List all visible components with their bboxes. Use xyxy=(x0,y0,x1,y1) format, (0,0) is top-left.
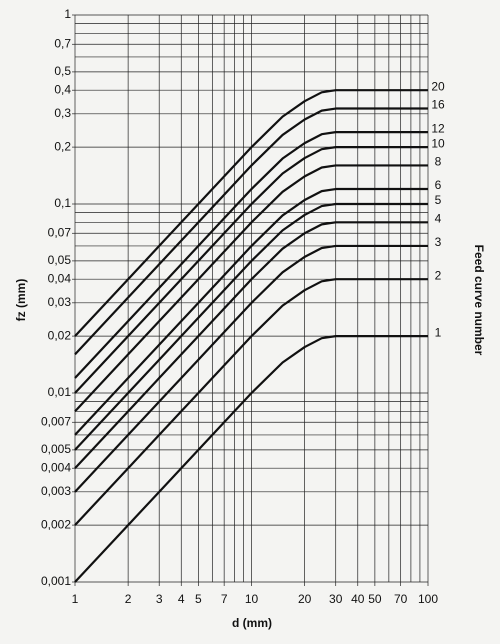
x-tick-label: 3 xyxy=(156,592,163,606)
x-tick-label: 100 xyxy=(418,592,438,606)
curve xyxy=(74,335,428,583)
y-tick-label: 0,007 xyxy=(41,414,71,428)
x-tick-label: 70 xyxy=(394,592,408,606)
curve xyxy=(74,146,428,394)
curve xyxy=(74,278,428,526)
curve-label: 16 xyxy=(431,98,445,112)
curve-label: 6 xyxy=(435,178,442,192)
y-tick-label: 0,01 xyxy=(48,385,72,399)
curve-label: 2 xyxy=(435,268,442,282)
x-tick-label: 30 xyxy=(329,592,343,606)
curve xyxy=(74,107,428,356)
x-axis-label: d (mm) xyxy=(232,616,272,630)
y-tick-label: 0,4 xyxy=(54,82,71,96)
y-tick-label: 0,7 xyxy=(54,36,71,50)
x-tick-label: 40 xyxy=(351,592,365,606)
curve xyxy=(74,164,428,413)
y-tick-label: 0,05 xyxy=(48,253,72,267)
curve-label: 12 xyxy=(431,121,445,135)
curve-label: 1 xyxy=(435,325,442,339)
y-tick-label: 0,004 xyxy=(41,460,71,474)
y-tick-label: 0,02 xyxy=(48,328,72,342)
y-tick-label: 0,2 xyxy=(54,139,71,153)
curve xyxy=(74,187,428,436)
x-tick-label: 7 xyxy=(221,592,228,606)
y-tick-label: 1 xyxy=(64,7,71,21)
right-axis-label: Feed curve number xyxy=(472,245,486,356)
y-tick-label: 0,03 xyxy=(48,295,72,309)
y-tick-label: 0,07 xyxy=(48,225,72,239)
y-tick-label: 0,005 xyxy=(41,442,71,456)
curve xyxy=(74,131,428,379)
x-tick-label: 1 xyxy=(72,592,79,606)
y-tick-label: 0,04 xyxy=(48,271,72,285)
curve-label: 5 xyxy=(435,193,442,207)
curve xyxy=(74,202,428,451)
curve-label: 3 xyxy=(435,235,442,249)
y-tick-label: 0,003 xyxy=(41,484,71,498)
y-tick-label: 0,3 xyxy=(54,106,71,120)
curve-label: 20 xyxy=(431,79,445,93)
curve-label: 4 xyxy=(435,211,442,225)
x-tick-label: 5 xyxy=(195,592,202,606)
curve xyxy=(74,89,428,337)
curve xyxy=(74,244,428,493)
y-axis-label: fz (mm) xyxy=(14,279,28,322)
y-tick-label: 0,1 xyxy=(54,196,71,210)
y-tick-label: 0,002 xyxy=(41,517,71,531)
x-tick-label: 10 xyxy=(245,592,259,606)
x-tick-label: 2 xyxy=(125,592,132,606)
x-tick-label: 50 xyxy=(368,592,382,606)
x-tick-label: 4 xyxy=(178,592,185,606)
curve xyxy=(74,221,428,469)
x-tick-label: 20 xyxy=(298,592,312,606)
y-tick-label: 0,001 xyxy=(41,574,71,588)
y-tick-label: 0,5 xyxy=(54,64,71,78)
curve-label: 8 xyxy=(435,155,442,169)
curve-label: 10 xyxy=(431,136,445,150)
